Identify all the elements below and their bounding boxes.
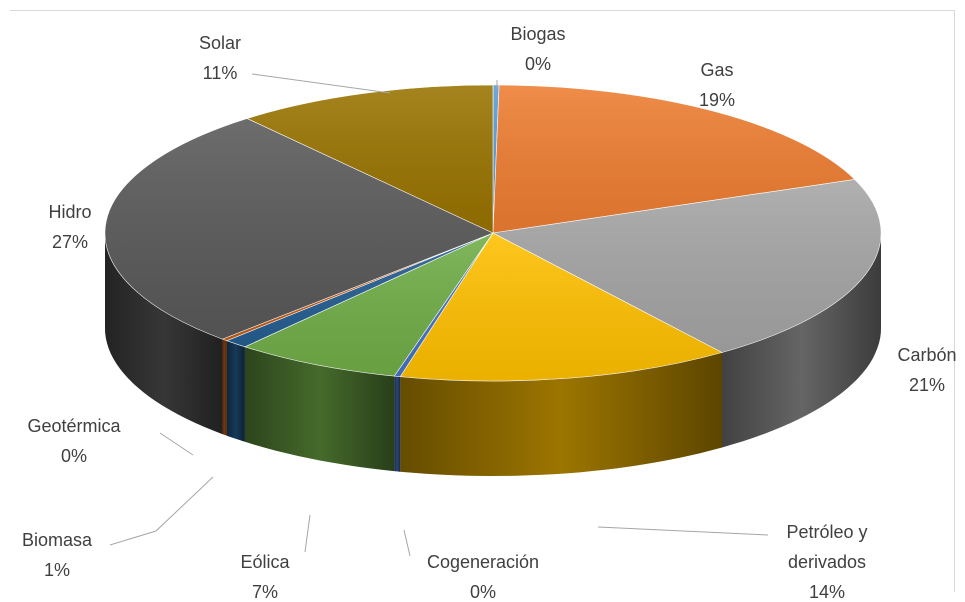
leader-line-e-lica — [304, 514, 311, 553]
slice-label-name: Biomasa — [22, 530, 93, 550]
slice-label-carb-n: Carbón 21% — [897, 345, 956, 395]
leader-lines — [109, 73, 769, 557]
slice-label-name: Solar — [199, 33, 241, 53]
slice-side-shading — [222, 339, 227, 436]
slice-label-name: Petróleo y — [786, 522, 867, 542]
leader-line-solar — [251, 73, 391, 94]
slice-side-shading — [400, 352, 722, 476]
slice-top-shading — [493, 179, 882, 353]
slice-top-shading — [104, 118, 493, 340]
slice-label-name-line: derivados — [788, 552, 866, 572]
slice-label-name: Carbón — [897, 345, 956, 365]
slice-label-biomasa: Biomasa 1% — [22, 530, 93, 580]
slice-label-percent: 0% — [470, 582, 496, 602]
leader-line-geot-rmica — [159, 432, 194, 456]
slice-label-biogas: Biogas 0% — [510, 24, 565, 74]
slice-label-percent: 7% — [252, 582, 278, 602]
slice-label-name: Cogeneración — [427, 552, 539, 572]
slice-label-name: Gas — [700, 60, 733, 80]
leader-line-cogeneraci-n — [403, 529, 411, 557]
slice-label-geot-rmica: Geotérmica 0% — [27, 416, 121, 466]
slice-label-percent: 27% — [52, 232, 88, 252]
slice-label-petr-leo-y-derivados: Petróleo y derivados 14% — [786, 522, 867, 602]
leader-line-petr-leo-y-derivados — [597, 526, 769, 536]
slice-side-shading — [244, 346, 395, 472]
slice-top-shading — [400, 233, 722, 382]
leader-line-biomasa — [109, 476, 214, 546]
slice-label-cogeneraci-n: Cogeneración 0% — [427, 552, 539, 602]
pie-side-walls — [105, 233, 881, 476]
slice-label-percent: 14% — [809, 582, 845, 602]
slice-labels: Biogas 0% Gas 19% Carbón 21% Petróleo y derivad… — [22, 24, 957, 602]
slice-label-percent: 11% — [203, 63, 238, 83]
slice-label-name: Eólica — [240, 552, 290, 572]
slice-top-shading — [247, 85, 493, 233]
slice-label-percent: 0% — [525, 54, 551, 74]
slice-top-shading — [222, 233, 493, 341]
slice-label-percent: 0% — [61, 446, 87, 466]
slice-side-shading — [722, 233, 881, 448]
slice-side-shading — [105, 233, 223, 435]
slice-label-hidro: Hidro 27% — [48, 202, 91, 252]
slice-top-shading — [493, 85, 855, 233]
slice-side-shading — [226, 340, 245, 442]
slice-label-name: Biogas — [510, 24, 565, 44]
slice-label-percent: 1% — [44, 560, 70, 580]
pie-top-faces — [104, 84, 882, 382]
slice-label-percent: 19% — [699, 90, 735, 110]
slice-label-gas: Gas 19% — [699, 60, 735, 110]
slice-top-shading — [226, 233, 494, 347]
slice-label-percent: 21% — [909, 375, 945, 395]
slice-label-e-lica: Eólica 7% — [240, 552, 290, 602]
slice-label-name: Geotérmica — [27, 416, 121, 436]
slice-side-shading — [394, 376, 401, 472]
slice-label-solar: Solar 11% — [199, 33, 241, 83]
slice-label-name: Hidro — [48, 202, 91, 222]
slice-top-shading — [244, 233, 493, 377]
chart-frame — [10, 10, 955, 592]
